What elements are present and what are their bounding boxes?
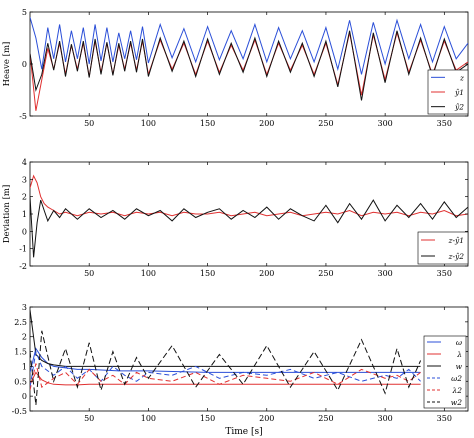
x-tick-label: 50 — [84, 269, 94, 278]
legend-label: λ — [456, 350, 462, 359]
plot-frame — [29, 306, 469, 412]
legend-label: z-ŷ1 — [448, 236, 465, 245]
legend-label: ŷ1 — [454, 88, 464, 97]
y-tick-label: -2 — [19, 262, 27, 271]
y-tick-label: 3 — [22, 175, 27, 184]
x-tick-label: 100 — [141, 269, 156, 278]
legend-label: λ2 — [451, 386, 462, 395]
legend-label: ŷ2 — [454, 103, 464, 112]
x-tick-label: 150 — [200, 414, 215, 423]
series-line-2-2 — [30, 309, 421, 367]
x-tick-label: 100 — [141, 414, 156, 423]
deviation-panel: 50 100 150 200 250 300 350 -2 -1 0 1 2 3 4 Deviation [… — [2, 158, 469, 278]
y-tick-label: 0 — [22, 60, 27, 69]
x-tick-label: 300 — [377, 414, 392, 423]
x-axis-label: Time [s] — [225, 427, 262, 437]
heave-panel: 50 100 150 200 250 300 350 -5 0 5 Heave [m] z ŷ1 ŷ2 — [2, 8, 469, 128]
x-tick-label: 50 — [84, 119, 94, 128]
series-line-0-0 — [30, 17, 468, 75]
x-tick-label: 100 — [141, 119, 156, 128]
y-tick-label: 1.5 — [14, 348, 27, 357]
x-tick-label: 150 — [200, 119, 215, 128]
x-tick-label: 350 — [437, 119, 452, 128]
y-axis-label: Heave [m] — [2, 42, 12, 87]
series-line-1-0 — [30, 174, 468, 217]
x-tick-label: 300 — [377, 269, 392, 278]
legend-label: ω — [456, 338, 462, 347]
y-tick-label: -5 — [19, 112, 27, 121]
y-tick-label: 0 — [22, 392, 27, 401]
legend-box — [423, 335, 467, 409]
legend-box — [417, 231, 469, 265]
y-tick-label: -1 — [19, 245, 27, 254]
y-tick-label: -0.5 — [12, 407, 27, 416]
legend: z ŷ1 ŷ2 — [427, 69, 469, 115]
series-line-0-2 — [30, 30, 468, 101]
x-tick-label: 250 — [318, 269, 333, 278]
y-tick-label: 4 — [22, 158, 27, 167]
x-tick-label: 250 — [318, 414, 333, 423]
parameters-panel: 50 100 150 200 250 300 350-0.500.511.522.53ωλw… — [12, 303, 469, 423]
legend-label: z-ŷ2 — [448, 252, 465, 261]
series-line-2-0 — [30, 347, 421, 373]
x-tick-label: 350 — [437, 269, 452, 278]
y-tick-label: 2 — [22, 193, 27, 202]
y-tick-label: 1 — [22, 362, 27, 371]
series-line-1-1 — [30, 196, 468, 258]
legend-label: ω2 — [451, 374, 462, 383]
y-tick-label: 0 — [22, 227, 27, 236]
x-tick-label: 200 — [259, 269, 274, 278]
x-tick-label: 150 — [200, 269, 215, 278]
y-tick-label: 1 — [22, 210, 27, 219]
y-tick-label: 2 — [22, 333, 27, 342]
y-tick-label: 3 — [22, 303, 27, 312]
legend-label: w2 — [451, 398, 462, 407]
x-tick-label: 200 — [259, 414, 274, 423]
series-line-2-3 — [30, 349, 421, 388]
legend: ωλw ω2 λ2 w2 — [423, 335, 467, 409]
y-tick-label: 0.5 — [14, 377, 27, 386]
y-tick-label: 5 — [22, 8, 27, 17]
x-tick-label: 200 — [259, 119, 274, 128]
series-line-2-5 — [30, 330, 422, 406]
series-line-2-1 — [30, 371, 421, 386]
x-tick-label: 250 — [318, 119, 333, 128]
x-tick-label: 50 — [84, 414, 94, 423]
y-axis-label: Deviation [m] — [2, 185, 12, 244]
y-tick-label: 2.5 — [14, 318, 27, 327]
x-tick-label: 350 — [437, 414, 452, 423]
legend: z-ŷ1 z-ŷ2 — [417, 231, 469, 265]
legend-label: z — [459, 73, 464, 82]
legend-label: w — [456, 362, 463, 371]
series-line-2-4 — [30, 363, 421, 391]
x-tick-label: 300 — [377, 119, 392, 128]
